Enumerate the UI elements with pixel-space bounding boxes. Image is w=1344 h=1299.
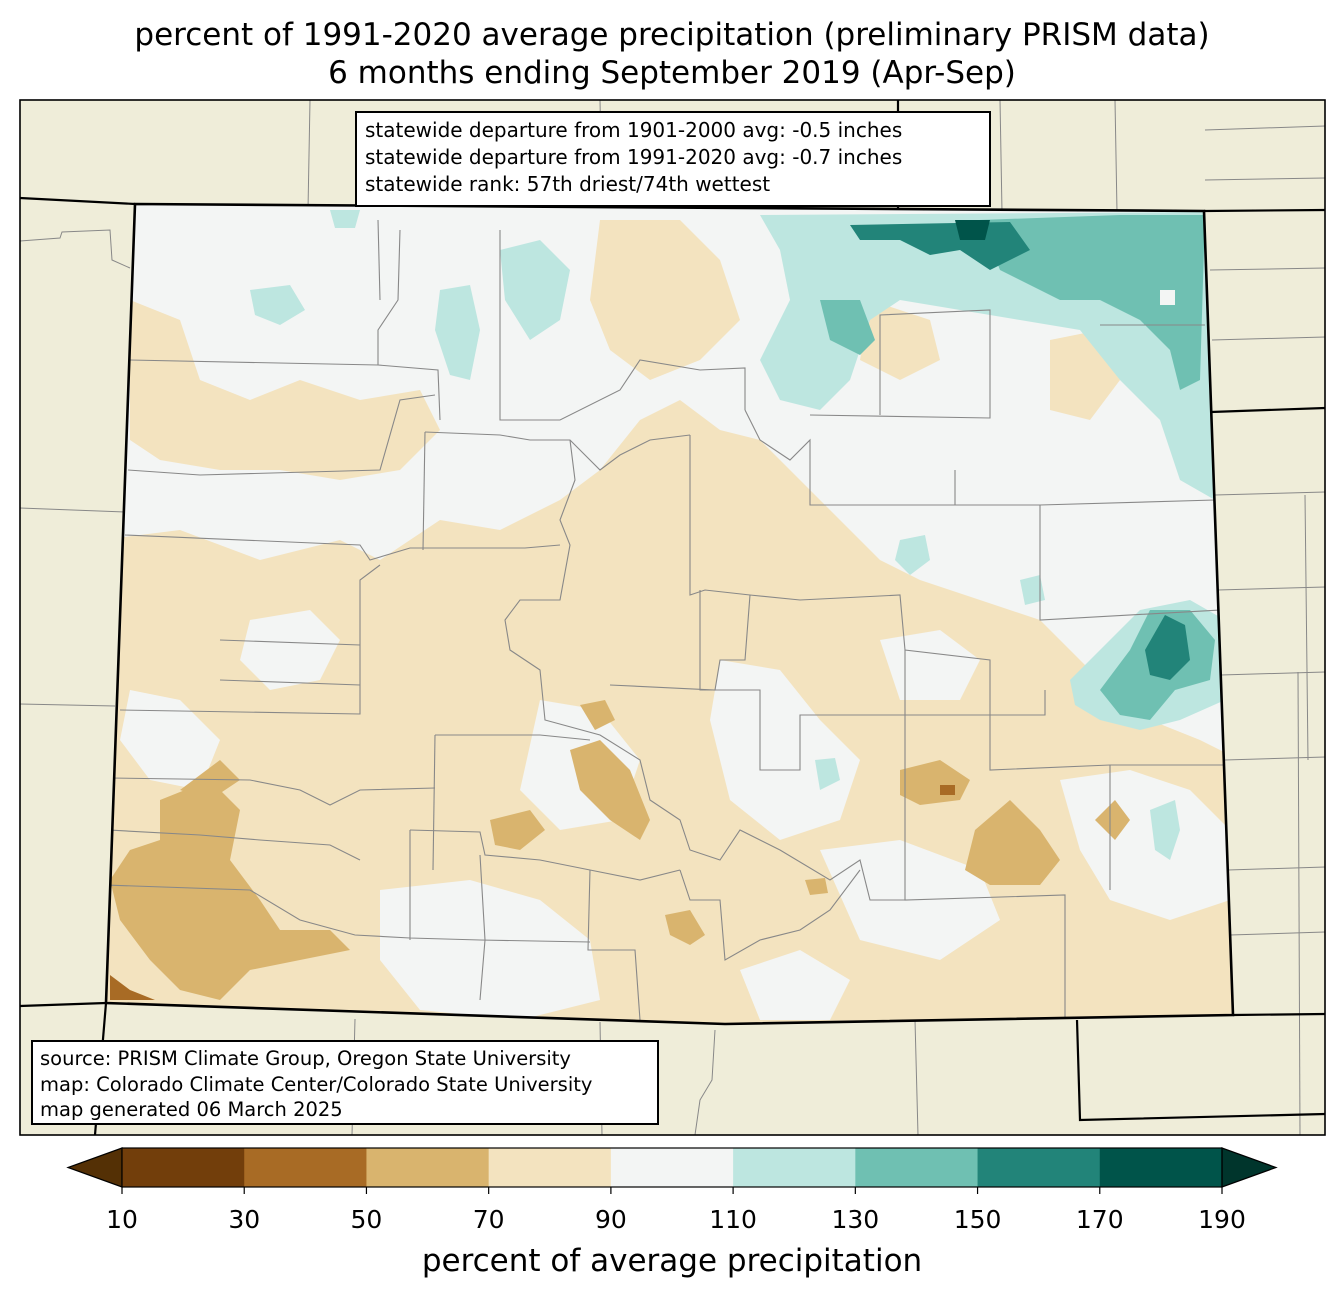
stats-departure-1901-2000: statewide departure from 1901-2000 avg: … [365, 118, 903, 142]
map-frame-border [19, 99, 1326, 1136]
colorbar-segment [366, 1148, 490, 1187]
colorbar-tick-label: 70 [472, 1205, 505, 1234]
map-title-line2: 6 months ending September 2019 (Apr-Sep) [328, 55, 1016, 91]
county-lines [106, 219, 1225, 1021]
colorbar-extend-high [1221, 1147, 1278, 1188]
colorbar-segment [610, 1148, 734, 1187]
colorbar-segment [488, 1148, 612, 1187]
colorbar-tick-label: 190 [1198, 1205, 1246, 1234]
colorbar-segment [244, 1148, 367, 1187]
stats-departure-1991-2020: statewide departure from 1991-2020 avg: … [365, 145, 903, 169]
colorbar-tick-label: 90 [594, 1205, 627, 1234]
statewide-stats-box: statewide departure from 1901-2000 avg: … [355, 111, 991, 207]
colorbar-segment [977, 1148, 1101, 1187]
precip-anomaly-regions [106, 210, 1233, 1024]
colorbar-tick-label: 50 [350, 1205, 383, 1234]
region-below-normal-north [590, 220, 740, 380]
credit-source: source: PRISM Climate Group, Oregon Stat… [40, 1047, 571, 1070]
colorbar-tick-label: 130 [831, 1205, 880, 1234]
colorbar-tick-label: 110 [709, 1205, 757, 1234]
region-dry-southwest [110, 780, 350, 1000]
colorbar-tick-label: 30 [228, 1205, 261, 1234]
colorbar-segment [122, 1148, 245, 1187]
colorbar-extend-low [66, 1147, 123, 1188]
map-title-line1: percent of 1991-2020 average precipitati… [134, 17, 1210, 53]
colorbar [66, 1147, 1278, 1194]
credits-box: source: PRISM Climate Group, Oregon Stat… [31, 1040, 659, 1125]
colorbar-tick-label: 150 [953, 1205, 1002, 1234]
credit-map: map: Colorado Climate Center/Colorado St… [40, 1072, 593, 1096]
colorbar-tick-label: 170 [1075, 1205, 1124, 1234]
region-below-normal-northwest [130, 300, 440, 480]
colorado-outline [104, 202, 1235, 1026]
colorbar-segment [733, 1148, 856, 1187]
colorbar-label: percent of average precipitation [421, 1243, 923, 1279]
colorbar-tick-label: 10 [106, 1205, 138, 1234]
credit-generated: map generated 06 March 2025 [40, 1098, 343, 1121]
colorbar-segment [855, 1148, 979, 1187]
colorbar-segment [1099, 1148, 1223, 1187]
stats-rank: statewide rank: 57th driest/74th wettest [365, 172, 771, 196]
colorbar-outline [121, 1147, 1223, 1188]
